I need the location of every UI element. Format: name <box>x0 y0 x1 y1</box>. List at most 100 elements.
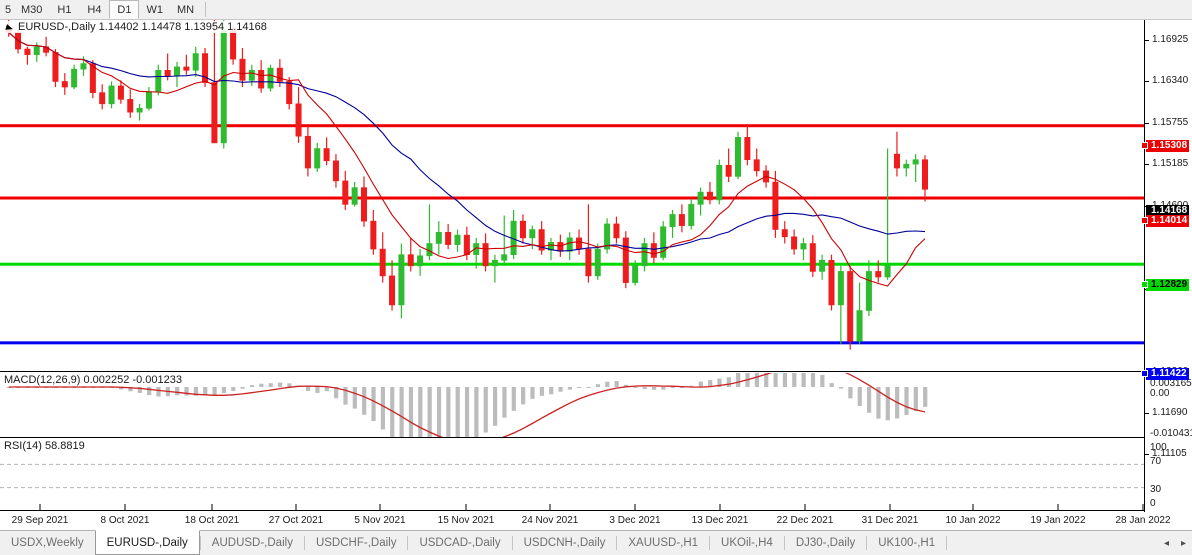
timeframe-button-h1[interactable]: H1 <box>57 3 72 16</box>
chart-tab-ukoil-h4[interactable]: UKOil-,H4 <box>721 537 773 549</box>
macd-histogram-bar <box>277 382 283 387</box>
date-axis-label: 15 Nov 2021 <box>437 515 495 526</box>
macd-histogram-bar <box>175 387 180 396</box>
macd-histogram-bar <box>156 387 161 397</box>
level-line-resistance-lower <box>0 196 1144 200</box>
price-badge-1.14168[interactable]: 1.14168 <box>1146 205 1190 217</box>
level-handle[interactable] <box>1141 142 1148 149</box>
price-badge-1.12829[interactable]: 1.12829 <box>1146 279 1190 291</box>
chart-tab-usdcnh-daily[interactable]: USDCNH-,Daily <box>523 537 606 549</box>
macd-histogram-bar <box>371 387 376 422</box>
macd-histogram-bar <box>483 387 488 433</box>
price-tick-mark <box>1145 413 1149 414</box>
macd-histogram-bar <box>362 387 367 415</box>
macd-histogram-bar <box>249 385 255 387</box>
macd-histogram-bar <box>268 383 273 387</box>
price-tick-mark <box>1145 454 1149 455</box>
date-axis-label: 28 Jan 2022 <box>1115 515 1171 526</box>
macd-histogram-bar <box>231 387 236 391</box>
macd-histogram-bar <box>324 387 329 392</box>
level-handle[interactable] <box>1141 281 1148 288</box>
macd-histogram-bar <box>539 387 544 396</box>
price-badge-1.11422[interactable]: 1.11422 <box>1146 368 1189 380</box>
chart-tab-bar[interactable]: USDX,Weekly EURUSD-,Daily AUDUSD-,Daily USD… <box>0 530 1192 555</box>
macd-histogram-bar <box>867 387 872 413</box>
macd-histogram-bar <box>782 373 788 387</box>
price-tick-label: 1.15755 <box>1152 117 1189 128</box>
macd-histogram-bar <box>427 387 432 437</box>
chart-tab-usdchf-daily[interactable]: USDCHF-,Daily <box>315 537 397 549</box>
chart-tab-xauusd-h1[interactable]: XAUUSD-,H1 <box>628 537 699 549</box>
chart-tab-usdcad-daily[interactable]: USDCAD-,Daily <box>419 537 501 549</box>
macd-histogram-bar <box>605 381 610 387</box>
rsi-pane[interactable]: RSI(14) 58.8819 <box>0 439 1144 511</box>
macd-histogram-bar <box>838 387 844 389</box>
macd-histogram-bar <box>904 387 909 415</box>
macd-signal-line <box>8 373 926 437</box>
macd-histogram-bar <box>848 387 853 399</box>
level-handle[interactable] <box>1141 370 1148 377</box>
macd-histogram-bar <box>193 387 198 396</box>
macd-histogram-bar <box>203 387 208 395</box>
price-axis[interactable]: 1.169251.163401.157551.151851.146001.134… <box>1141 20 1192 465</box>
tab-scroll-right-icon[interactable]: ▸ <box>1180 537 1187 549</box>
macd-histogram-bar <box>876 387 881 419</box>
macd-histogram-bar <box>418 387 423 437</box>
macd-histogram-bar <box>923 387 928 407</box>
timeframe-button-w1[interactable]: W1 <box>146 3 163 16</box>
macd-histogram-bar <box>352 387 357 409</box>
macd-histogram-bar <box>306 387 311 392</box>
macd-axis-label: 0.003165 <box>1150 378 1192 389</box>
macd-histogram-bar <box>661 387 666 390</box>
ma-slow-line <box>8 31 926 252</box>
level-handle[interactable] <box>1141 217 1148 224</box>
rsi-axis-label: 100 <box>1150 442 1167 453</box>
macd-histogram-bar <box>119 387 124 390</box>
price-tick-mark <box>1145 123 1149 124</box>
macd-histogram-bar <box>567 387 572 390</box>
ma-fast-line <box>8 31 926 287</box>
macd-histogram-bar <box>315 387 320 393</box>
date-axis-label: 22 Dec 2021 <box>776 515 834 526</box>
date-axis-label: 3 Dec 2021 <box>609 515 661 526</box>
macd-histogram-bar <box>801 373 806 387</box>
tab-scroll-left-icon[interactable]: ◂ <box>1163 537 1170 549</box>
chart-tab-audusd-daily[interactable]: AUDUSD-,Daily <box>211 537 293 549</box>
chart-area[interactable]: EURUSD-,Daily 1.14402 1.14478 1.13954 1.… <box>0 20 1192 530</box>
macd-histogram-bar <box>502 387 507 418</box>
macd-histogram-bar <box>408 387 414 437</box>
macd-pane[interactable]: MACD(12,26,9) 0.002252 -0.001233 <box>0 373 1144 438</box>
macd-histogram-bar <box>334 387 339 399</box>
price-pane[interactable]: EURUSD-,Daily 1.14402 1.14478 1.13954 1.… <box>0 20 1144 372</box>
tab-bar-spacer <box>947 531 1158 555</box>
chart-tab-uk100-h1[interactable]: UK100-,H1 <box>878 537 936 549</box>
macd-histogram-bar <box>773 373 778 387</box>
macd-histogram-bar <box>633 387 638 388</box>
macd-histogram-bar <box>670 387 675 389</box>
macd-histogram-bar <box>885 387 890 421</box>
timeframe-button-m30[interactable]: M30 <box>21 3 43 16</box>
timeframe-button-5[interactable]: 5 <box>4 3 12 16</box>
macd-histogram-bar <box>736 373 741 387</box>
macd-histogram-bar <box>717 378 722 387</box>
timeframe-button-mn[interactable]: MN <box>176 3 195 16</box>
macd-histogram-bar <box>184 387 189 396</box>
macd-histogram-bar <box>558 387 563 392</box>
price-tick-label: 1.16340 <box>1152 75 1189 86</box>
timeframe-button-h4[interactable]: H4 <box>87 3 102 16</box>
date-axis-label: 24 Nov 2021 <box>521 515 579 526</box>
timeframe-button-d1[interactable]: D1 <box>109 0 140 19</box>
price-tick-label: 1.16925 <box>1152 34 1189 45</box>
chart-tab-usdx-weekly[interactable]: USDX,Weekly <box>11 537 84 549</box>
chart-tab-eurusd-daily[interactable]: EURUSD-,Daily <box>94 530 200 555</box>
price-badge-1.15308[interactable]: 1.15308 <box>1146 140 1190 152</box>
macd-histogram-bar <box>623 384 629 387</box>
macd-histogram-bar <box>390 387 395 437</box>
macd-histogram-bar <box>820 374 825 387</box>
price-badge-1.14014[interactable]: 1.14014 <box>1146 215 1190 227</box>
macd-label: MACD(12,26,9) 0.002252 -0.001233 <box>4 374 182 386</box>
chart-tab-dj30-daily[interactable]: DJ30-,Daily <box>795 537 856 549</box>
macd-histogram-bar <box>530 387 535 399</box>
macd-histogram-bar <box>474 387 479 437</box>
timeframe-toolbar[interactable]: 5 M30 H1 H4 D1 W1 MN <box>0 0 1192 20</box>
